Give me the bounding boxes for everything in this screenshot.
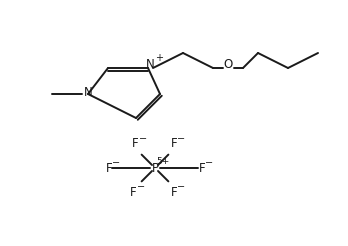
Text: −: − [205,158,213,168]
Text: O: O [223,59,232,72]
Text: F: F [199,162,205,174]
Text: F: F [130,186,137,199]
Text: P: P [151,162,158,174]
Text: −: − [136,182,145,192]
Text: N: N [84,87,92,99]
Text: +: + [155,53,163,63]
Text: F: F [106,162,112,174]
Text: −: − [177,134,185,144]
Text: −: − [139,134,147,144]
Text: F: F [132,137,139,150]
Text: F: F [171,186,178,199]
Text: F: F [171,137,178,150]
Text: −: − [112,158,120,168]
Text: −: − [177,182,185,192]
Text: 5+: 5+ [156,156,169,166]
Text: N: N [145,59,155,72]
